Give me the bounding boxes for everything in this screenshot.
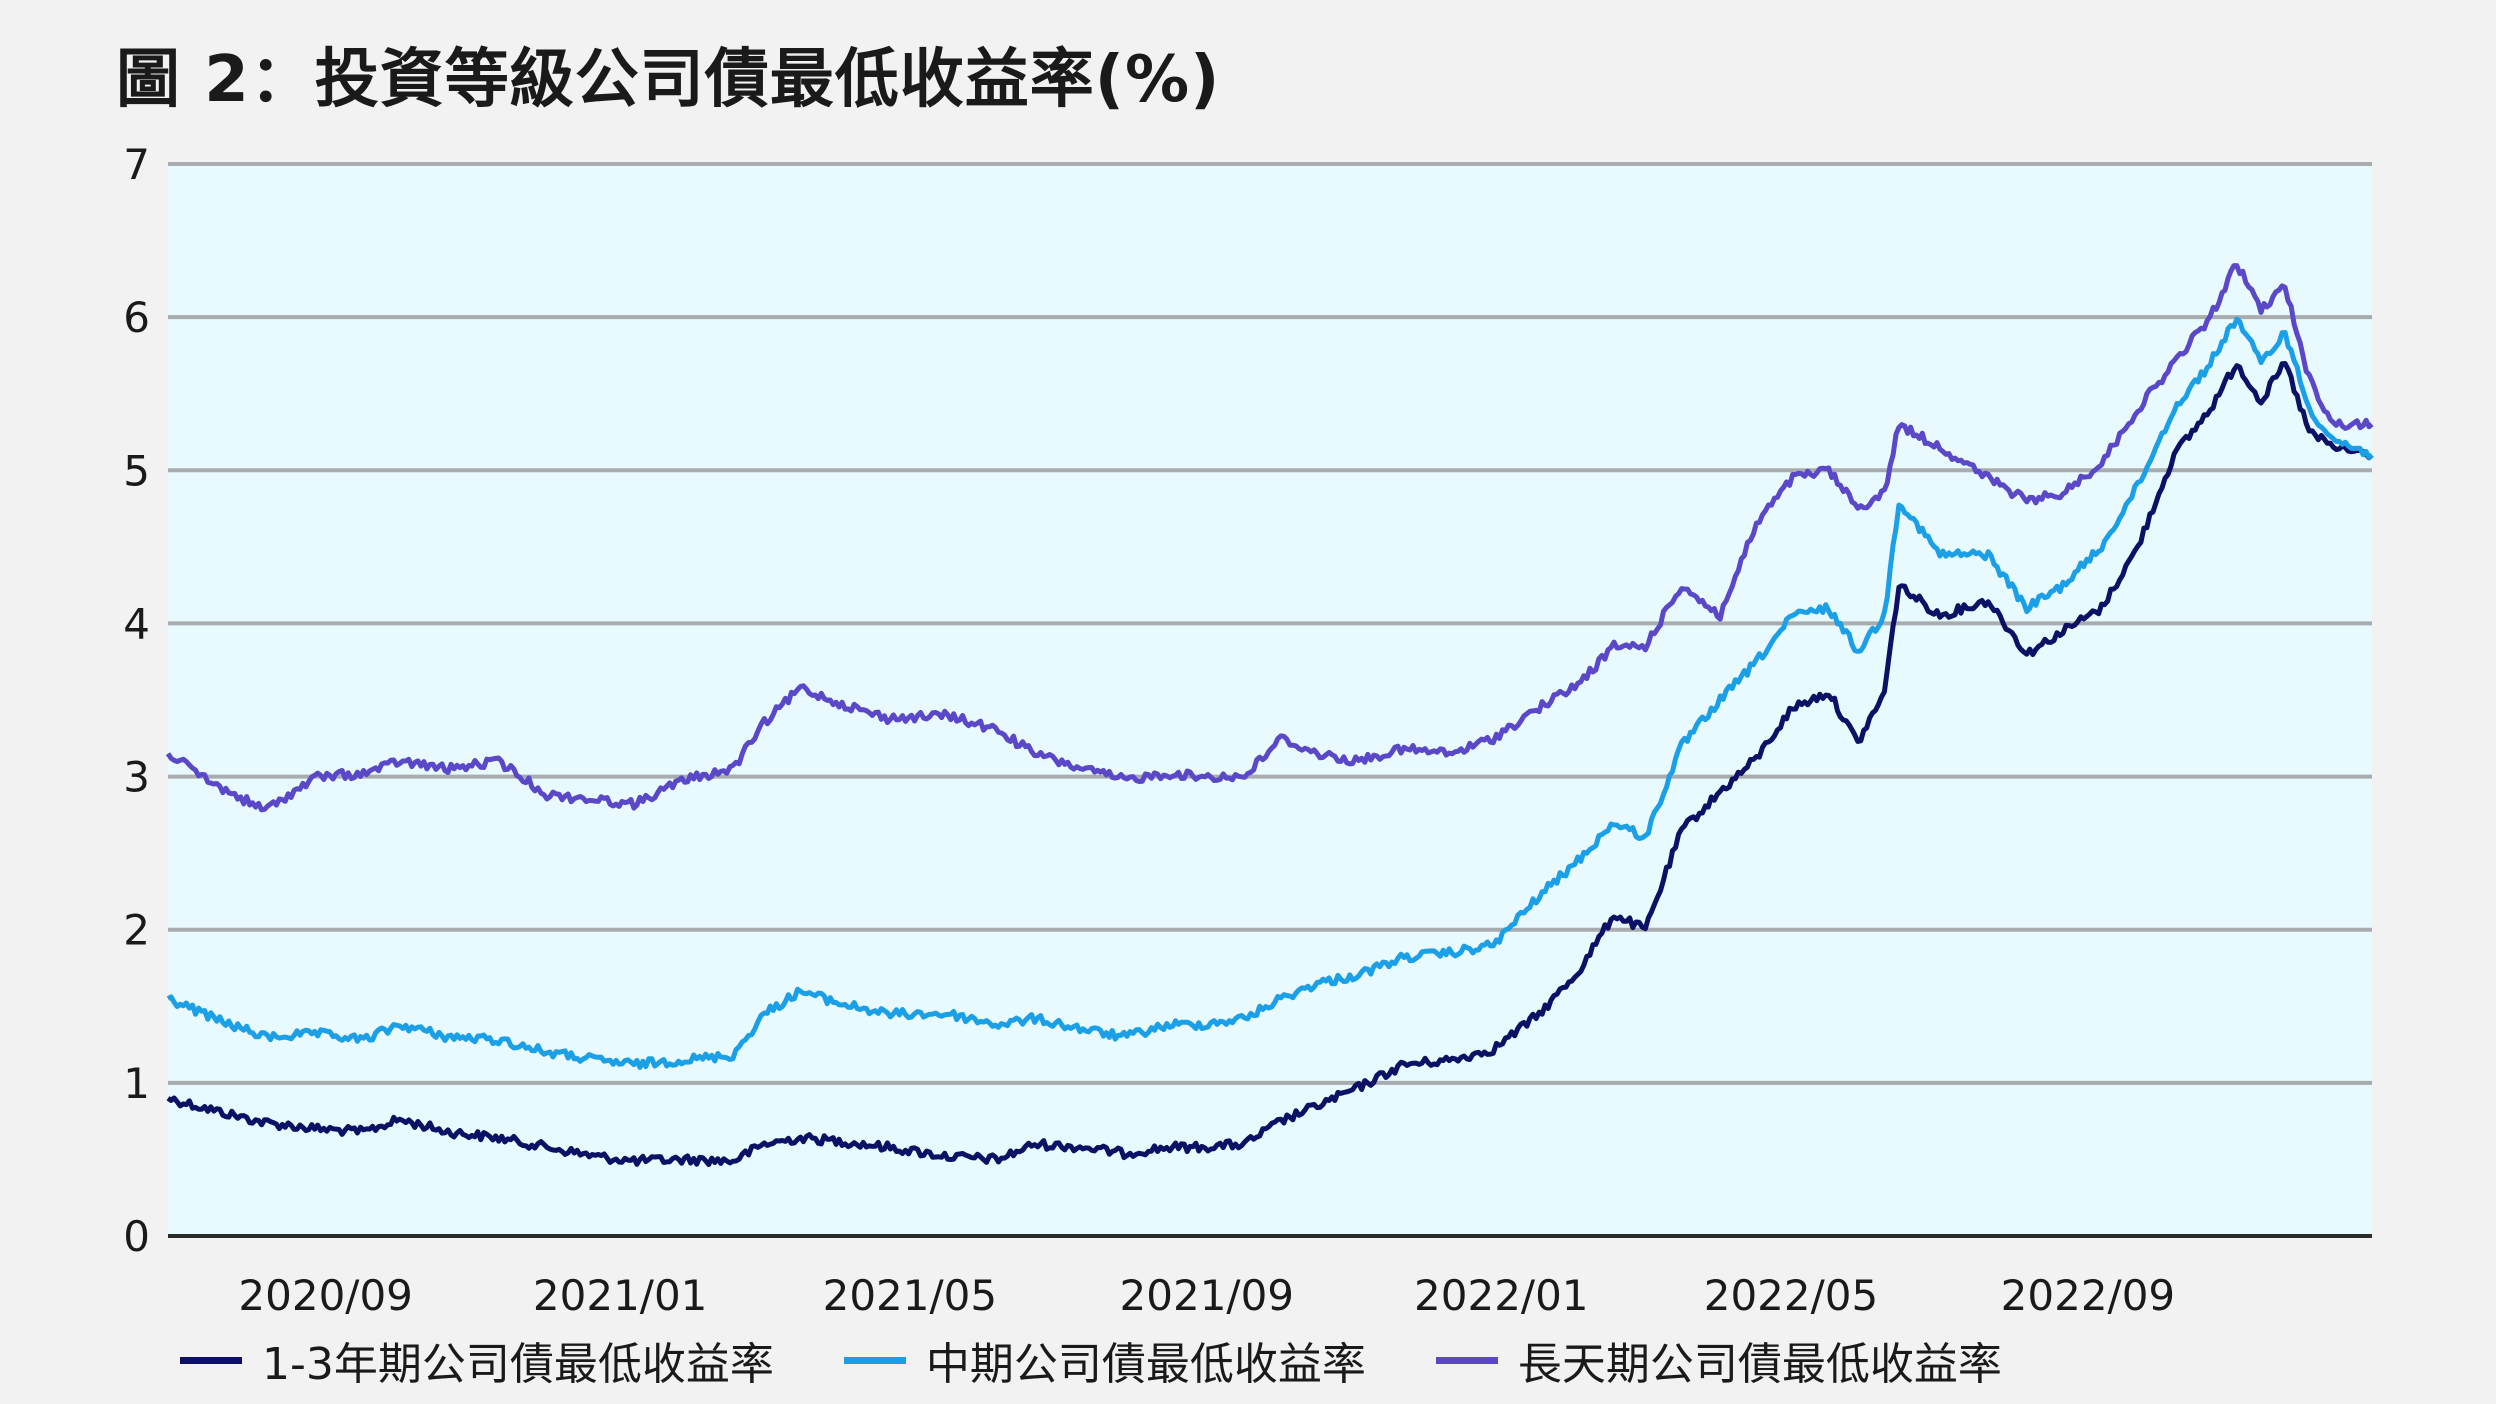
legend: 1-3年期公司債最低收益率 中期公司債最低收益率 長天期公司債最低收益率 xyxy=(180,1328,2036,1392)
x-tick-label-2021-09: 2021/09 xyxy=(1120,1271,1294,1320)
y-tick-label-0: 0 xyxy=(123,1212,150,1261)
legend-swatch-3 xyxy=(1435,1356,1498,1364)
legend-label-3: 長天期公司債最低收益率 xyxy=(1517,1339,2002,1390)
series-line-1 xyxy=(166,361,2374,1167)
x-tick-label-2022-01: 2022/01 xyxy=(1414,1271,1588,1320)
legend-item-3: 長天期公司債最低收益率 xyxy=(1435,1328,2002,1392)
x-tick-label-2022-09: 2022/09 xyxy=(2001,1271,2175,1320)
x-tick-label-2020-09: 2020/09 xyxy=(238,1271,412,1320)
series-line-2 xyxy=(166,316,2374,1070)
chart-title: 圖 2：投資等級公司債最低收益率(%) xyxy=(116,43,1221,117)
x-tick-label-2021-01: 2021/01 xyxy=(533,1271,707,1320)
y-tick-label-1: 1 xyxy=(123,1059,150,1108)
y-tick-label-7: 7 xyxy=(123,140,150,189)
grid-lines xyxy=(168,162,2372,1085)
x-tick-label-2021-05: 2021/05 xyxy=(823,1271,997,1320)
legend-label-2: 中期公司債最低收益率 xyxy=(925,1339,1366,1390)
series-line-3 xyxy=(165,263,2374,813)
legend-swatch-1 xyxy=(180,1356,242,1364)
x-axis-ticks: 2020/09 2021/01 2021/05 2021/09 2022/01 2022/… xyxy=(238,1271,2175,1320)
legend-label-1: 1-3年期公司債最低收益率 xyxy=(262,1339,774,1390)
plot-area xyxy=(168,164,2372,1236)
y-tick-label-2: 2 xyxy=(123,906,150,955)
y-tick-label-6: 6 xyxy=(123,293,150,342)
series-lines xyxy=(165,263,2374,1167)
legend-item-1: 1-3年期公司債最低收益率 xyxy=(180,1328,774,1392)
y-axis-ticks: 0 1 2 3 4 5 6 7 xyxy=(123,140,150,1261)
legend-item-2: 中期公司債最低收益率 xyxy=(843,1328,1366,1392)
y-tick-label-4: 4 xyxy=(123,599,150,648)
legend-swatch-2 xyxy=(843,1356,906,1364)
y-tick-label-3: 3 xyxy=(123,753,150,802)
y-tick-label-5: 5 xyxy=(123,446,150,495)
x-tick-label-2022-05: 2022/05 xyxy=(1704,1271,1878,1320)
